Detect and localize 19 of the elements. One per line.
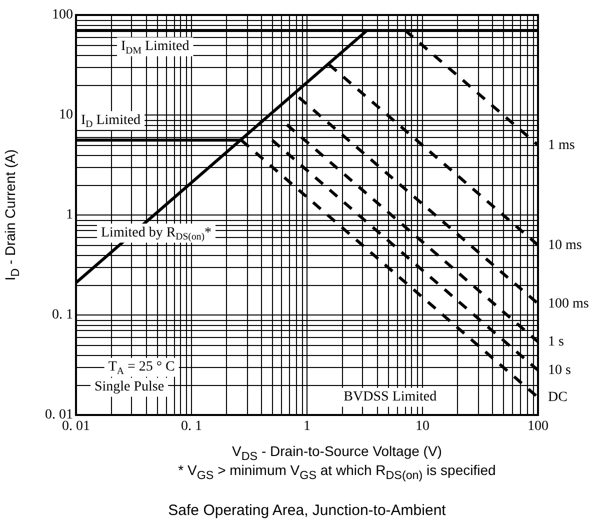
annotation: BVDSS Limited <box>344 390 437 405</box>
series-label: DC <box>548 390 568 406</box>
x-tick-label: 100 <box>528 419 548 434</box>
annotation: Single Pulse <box>94 380 164 395</box>
y-tick-label: 0. 1 <box>52 308 73 323</box>
series-label: 10 ms <box>548 238 582 253</box>
text: Safe Operating Area, Junction-to-Ambient <box>167 502 447 519</box>
series-label: 10 s <box>548 362 571 378</box>
series-label: 100 ms <box>548 296 589 312</box>
y-tick-label: 1 <box>66 208 73 223</box>
x-tick-label: 10 <box>416 419 430 434</box>
x-tick-label: 1 <box>304 419 310 434</box>
text: * V$_{GS}$ > minimum V$_{GS}$ at which R$_{DS(on)}$ is specified <box>177 462 497 482</box>
x-axis-title: V$_{DS}$ - Drain-to-Source Voltage (V) <box>231 443 443 463</box>
x-tick-label: 0. 1 <box>181 419 202 434</box>
y-tick-label: 100 <box>52 8 73 23</box>
series-label: 1 s <box>548 334 564 350</box>
y-tick-label: 10 <box>59 108 73 123</box>
series-label: 1 ms <box>548 138 575 153</box>
